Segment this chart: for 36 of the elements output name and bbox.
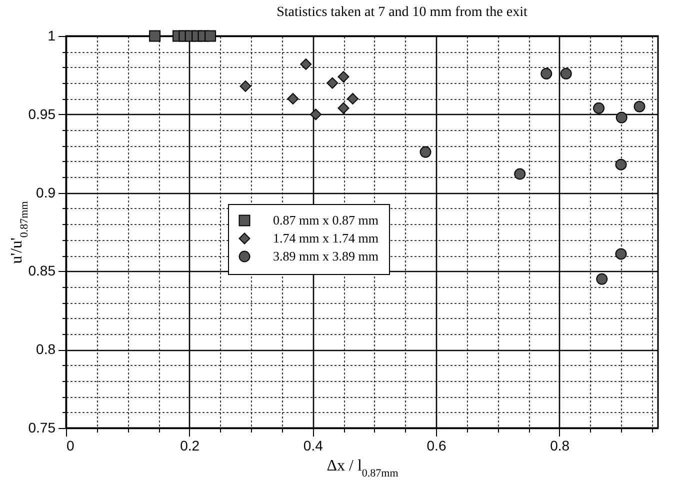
legend-label: 3.89 mm x 3.89 mm	[273, 248, 378, 264]
point	[240, 80, 252, 92]
point	[615, 158, 627, 170]
point	[616, 112, 628, 124]
point	[287, 92, 299, 104]
point	[204, 30, 216, 42]
legend-label: 1.74 mm x 1.74 mm	[273, 230, 378, 246]
point	[560, 68, 572, 80]
point	[300, 58, 312, 70]
point	[615, 248, 627, 260]
x-tick-label: 0.2	[180, 438, 200, 454]
point	[593, 102, 605, 114]
point	[540, 68, 552, 80]
x-axis-title: Δx / l$_{0.87mm}$	[326, 458, 399, 480]
point	[347, 92, 358, 104]
x-tick-label: 0.6	[426, 438, 446, 454]
y-tick-label: 0.8	[36, 341, 56, 358]
point	[310, 108, 322, 120]
point	[338, 71, 350, 83]
y-tick-label: 0.85	[28, 262, 56, 279]
y-tick-label: 0.75	[28, 420, 56, 436]
chart-title: Statistics taken at 7 and 10 mm from the exit	[276, 4, 528, 20]
point	[338, 102, 350, 114]
y-tick-label: 1	[48, 28, 56, 44]
point	[596, 273, 608, 285]
point	[326, 77, 338, 89]
point	[149, 30, 161, 42]
point	[514, 168, 526, 180]
legend-label: 0.87 mm x 0.87 mm	[273, 212, 378, 228]
point	[634, 100, 646, 112]
y-tick-label: 0.95	[28, 106, 56, 122]
x-tick-label: 0	[66, 438, 74, 454]
x-tick-label: 0.4	[303, 438, 324, 454]
x-tick-label: 0.8	[550, 438, 570, 454]
point	[420, 146, 432, 158]
y-tick-label: 0.9	[36, 184, 56, 200]
